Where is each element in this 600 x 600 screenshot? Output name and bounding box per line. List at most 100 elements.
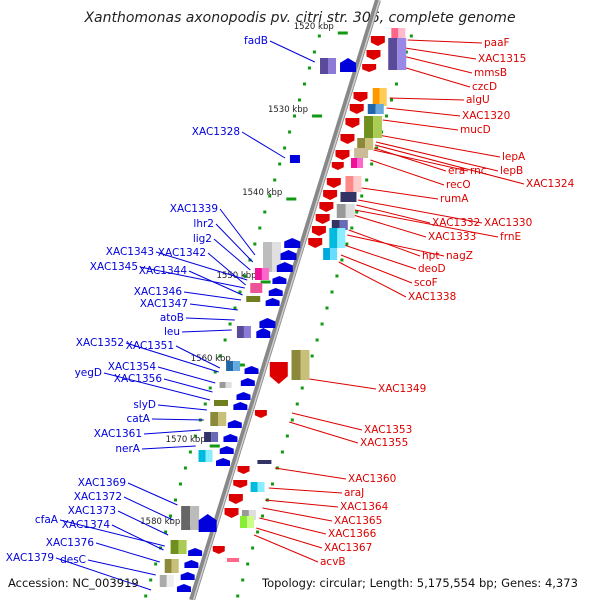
minus-strand-arrow	[353, 92, 368, 102]
scale-label: 1530 kbp	[268, 105, 308, 115]
gene-label[interactable]: czcD	[472, 81, 497, 93]
gene-label[interactable]: XAC1345	[90, 261, 138, 273]
gene-label[interactable]: XAC1355	[360, 437, 408, 449]
gene-leader-line	[373, 149, 469, 172]
minus-strand-gene-feature	[241, 510, 256, 520]
gene-label[interactable]: XAC1353	[364, 424, 412, 436]
gene-label[interactable]: XAC1352	[76, 337, 124, 349]
gene-leader-line	[185, 317, 235, 321]
plus-strand-arrow	[268, 288, 283, 296]
gene-features	[159, 28, 407, 587]
gene-label[interactable]: XAC1338	[408, 291, 456, 303]
gene-label[interactable]: lig2	[193, 233, 212, 245]
gene-label[interactable]: XAC1342	[158, 247, 206, 259]
gene-label[interactable]: frnE	[500, 231, 521, 243]
gene-leader-line	[378, 134, 501, 158]
gene-leader-line	[143, 429, 201, 435]
gene-label[interactable]: XAC1344	[139, 265, 188, 277]
plus-strand-gene-feature	[250, 283, 263, 293]
gene-label[interactable]: lepB	[500, 165, 523, 177]
gene-label[interactable]: cfaA	[35, 514, 59, 526]
gene-label[interactable]: XAC1332	[432, 217, 480, 229]
gene-label[interactable]: XAC1369	[78, 477, 126, 489]
plus-strand-arrow	[236, 392, 251, 400]
minus-strand-gene-feature	[367, 104, 384, 114]
gene-label[interactable]: XAC1379	[6, 552, 54, 564]
minus-strand-arrow	[233, 480, 248, 488]
gene-label[interactable]: scoF	[414, 277, 438, 289]
gene-label[interactable]: XAC1328	[192, 126, 240, 138]
scale-label: 1570 kbp	[166, 435, 206, 445]
gene-label[interactable]: desC	[60, 554, 86, 566]
gene-leader-line	[157, 404, 207, 411]
gene-label[interactable]: XAC1364	[340, 501, 389, 513]
gene-label[interactable]: XAC1360	[348, 473, 396, 485]
gene-label[interactable]: leu	[164, 326, 180, 338]
gene-label[interactable]: nerA	[115, 443, 140, 455]
gene-leader-line	[386, 107, 461, 117]
gene-leader-line	[291, 412, 363, 431]
minus-strand-arrow	[315, 214, 330, 224]
gene-label[interactable]: hpt	[422, 250, 439, 262]
gene-label[interactable]: catA	[126, 413, 150, 425]
plus-strand-gene-feature	[170, 540, 187, 554]
scale-label: 1540 kbp	[242, 188, 282, 198]
gene-label[interactable]: XAC1347	[140, 298, 188, 310]
gene-label[interactable]: XAC1373	[68, 505, 116, 517]
gene-label[interactable]: paaF	[484, 37, 510, 49]
gene-label[interactable]: acvB	[320, 556, 346, 568]
gene-label[interactable]: algU	[466, 94, 490, 106]
gene-label[interactable]: XAC1343	[106, 246, 154, 258]
gene-label[interactable]: mmsB	[474, 67, 507, 79]
gene-label[interactable]: atoB	[160, 312, 184, 324]
gene-label[interactable]: XAC1351	[126, 340, 174, 352]
minus-strand-arrow	[254, 410, 267, 418]
gene-label[interactable]: XAC1367	[324, 542, 372, 554]
gene-label[interactable]: fadB	[244, 35, 268, 47]
gene-label[interactable]: XAC1376	[46, 537, 95, 549]
gene-label[interactable]: XAC1354	[108, 361, 157, 373]
gene-label[interactable]: XAC1372	[74, 491, 122, 503]
minus-strand-arrow	[345, 118, 360, 128]
gene-label[interactable]: XAC1361	[94, 428, 142, 440]
gene-label[interactable]: recO	[446, 179, 471, 191]
gene-leader-line	[302, 377, 377, 390]
gene-label[interactable]: XAC1320	[462, 110, 510, 122]
gene-leader-line	[374, 144, 525, 185]
gene-label[interactable]: XAC1324	[526, 178, 575, 190]
gene-label[interactable]: XAC1339	[170, 203, 218, 215]
gene-label[interactable]: XAC1315	[478, 53, 526, 65]
gene-label[interactable]: rumA	[440, 193, 469, 205]
minus-strand-arrow	[326, 178, 341, 188]
gene-label[interactable]: era	[448, 165, 465, 177]
gene-label[interactable]: slyD	[133, 399, 156, 411]
gene-label[interactable]: lepA	[502, 151, 526, 163]
plus-strand-arrow	[227, 420, 242, 428]
gene-leader-line	[125, 342, 219, 373]
gene-leader-line	[338, 261, 407, 298]
gene-label[interactable]: lhr2	[193, 218, 214, 230]
gene-label[interactable]: XAC1365	[334, 515, 382, 527]
topology-text: Topology: circular; Length: 5,175,554 bp…	[262, 576, 578, 590]
gene-label[interactable]: araJ	[344, 487, 364, 499]
gene-label[interactable]: yegD	[75, 367, 102, 379]
gene-leader-line	[274, 467, 347, 480]
minus-strand-gene-feature	[372, 88, 387, 106]
plus-strand-gene-feature	[254, 268, 269, 280]
gene-label[interactable]: XAC1349	[378, 383, 426, 395]
gene-label[interactable]: XAC1333	[428, 231, 476, 243]
gene-label[interactable]: XAC1366	[328, 528, 377, 540]
gene-label[interactable]: XAC1356	[114, 373, 163, 385]
gene-label[interactable]: rnc	[470, 165, 487, 177]
gene-leader-line	[402, 55, 473, 74]
plus-strand-gene-feature	[289, 155, 300, 163]
minus-strand-gene-feature	[391, 28, 406, 40]
gene-label[interactable]: XAC1374	[62, 519, 111, 531]
gene-label[interactable]: mucD	[460, 124, 491, 136]
gene-label[interactable]: XAC1346	[134, 286, 183, 298]
gene-label[interactable]: nagZ	[446, 250, 473, 262]
minus-strand-gene-feature	[250, 482, 265, 492]
minus-strand-gene-feature	[323, 248, 338, 260]
gene-label[interactable]: deoD	[418, 263, 446, 275]
gene-label[interactable]: XAC1330	[484, 217, 532, 229]
